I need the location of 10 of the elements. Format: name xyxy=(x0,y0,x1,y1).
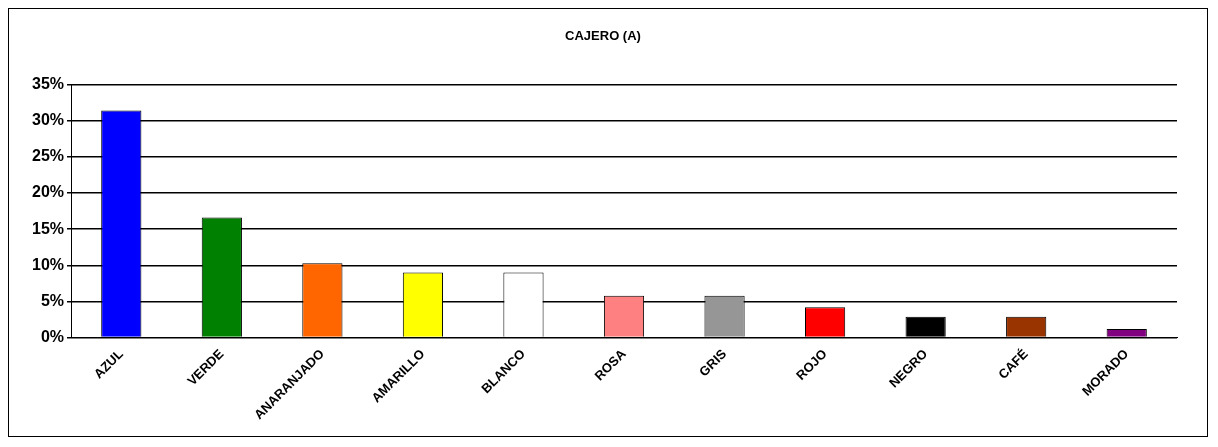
y-tick-label: 20% xyxy=(31,183,65,201)
y-tick-label: 25% xyxy=(31,147,65,165)
chart-title: CAJERO (A) xyxy=(565,28,641,44)
y-tick-label: 15% xyxy=(31,219,65,237)
y-tick-label: 30% xyxy=(31,111,65,129)
y-tick-label: 0% xyxy=(40,328,65,346)
bar xyxy=(905,316,946,337)
y-tick-label: 35% xyxy=(31,75,65,93)
y-tick-label: 5% xyxy=(40,291,65,309)
y-tick-label: 10% xyxy=(31,255,65,273)
